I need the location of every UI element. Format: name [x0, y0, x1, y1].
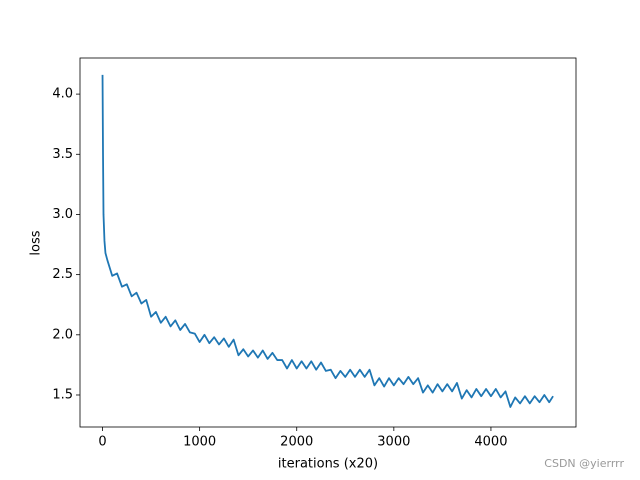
- y-tick-label: 1.5: [52, 387, 73, 402]
- x-tick-label: 0: [98, 435, 106, 450]
- y-axis-label: loss: [29, 230, 44, 255]
- y-tick-label: 3.0: [52, 207, 73, 222]
- x-tick-label: 3000: [377, 435, 410, 450]
- x-tick-label: 1000: [183, 435, 216, 450]
- x-tick-label: 4000: [474, 435, 507, 450]
- y-tick-label: 3.5: [52, 147, 73, 162]
- y-tick-label: 4.0: [52, 87, 73, 102]
- y-tick-label: 2.5: [52, 267, 73, 282]
- x-tick-label: 2000: [280, 435, 313, 450]
- plot-frame: [79, 57, 577, 428]
- x-axis-label: iterations (x20): [278, 457, 378, 472]
- line-series: [101, 74, 554, 408]
- y-tick-label: 2.0: [52, 327, 73, 342]
- watermark: CSDN @yierrrr: [544, 457, 624, 470]
